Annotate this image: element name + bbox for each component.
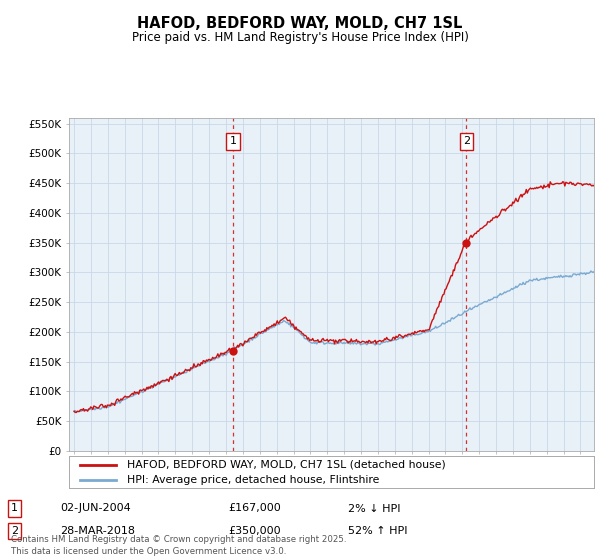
- Text: 28-MAR-2018: 28-MAR-2018: [60, 526, 135, 536]
- Text: £167,000: £167,000: [228, 503, 281, 514]
- Text: £350,000: £350,000: [228, 526, 281, 536]
- Text: Price paid vs. HM Land Registry's House Price Index (HPI): Price paid vs. HM Land Registry's House …: [131, 31, 469, 44]
- Text: 02-JUN-2004: 02-JUN-2004: [60, 503, 131, 514]
- Text: HAFOD, BEDFORD WAY, MOLD, CH7 1SL: HAFOD, BEDFORD WAY, MOLD, CH7 1SL: [137, 16, 463, 31]
- Text: 2: 2: [11, 526, 18, 536]
- Text: Contains HM Land Registry data © Crown copyright and database right 2025.
This d: Contains HM Land Registry data © Crown c…: [11, 535, 346, 556]
- Text: HAFOD, BEDFORD WAY, MOLD, CH7 1SL (detached house): HAFOD, BEDFORD WAY, MOLD, CH7 1SL (detac…: [127, 460, 445, 470]
- Text: 1: 1: [11, 503, 18, 514]
- Text: 52% ↑ HPI: 52% ↑ HPI: [348, 526, 407, 536]
- Text: 2: 2: [463, 137, 470, 146]
- Text: 2% ↓ HPI: 2% ↓ HPI: [348, 503, 401, 514]
- Text: 1: 1: [230, 137, 236, 146]
- Text: HPI: Average price, detached house, Flintshire: HPI: Average price, detached house, Flin…: [127, 475, 379, 485]
